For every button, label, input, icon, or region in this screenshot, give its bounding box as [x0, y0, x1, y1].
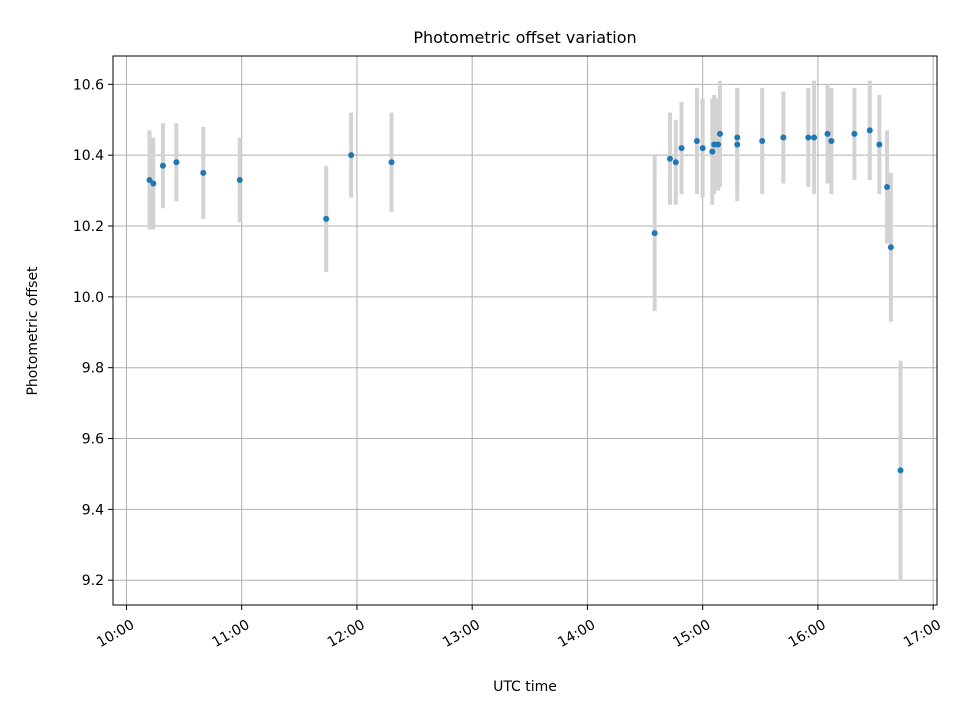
data-point — [811, 134, 818, 141]
y-axis-label: Photometric offset — [25, 266, 41, 396]
data-point — [876, 141, 883, 148]
y-axis-ticks: 9.2 9.4 9.6 9.8 10.0 10.2 10.4 10.6 — [73, 77, 113, 589]
data-point — [236, 176, 243, 183]
data-point — [173, 159, 180, 166]
data-point — [715, 141, 722, 148]
y-tick-label: 10.6 — [73, 77, 104, 93]
y-tick-label: 10.4 — [73, 148, 104, 164]
plot-frame — [112, 55, 938, 606]
data-point — [709, 148, 716, 155]
data-point — [716, 130, 723, 137]
data-point — [866, 127, 873, 134]
data-point — [693, 138, 700, 145]
data-point — [150, 180, 157, 187]
data-point — [159, 162, 166, 169]
data-point — [805, 134, 812, 141]
data-point — [200, 169, 207, 176]
y-tick-label: 10.2 — [73, 219, 104, 235]
data-points — [146, 127, 904, 474]
grid — [113, 56, 937, 605]
data-point — [828, 138, 835, 145]
data-point — [759, 138, 766, 145]
x-axis-label: UTC time — [493, 679, 557, 695]
y-tick-label: 10.0 — [73, 290, 104, 306]
data-point — [780, 134, 787, 141]
y-tick-label: 9.8 — [82, 361, 104, 377]
y-tick-label: 9.6 — [82, 432, 104, 448]
y-tick-label: 9.2 — [82, 573, 104, 589]
data-point — [734, 141, 741, 148]
data-point — [734, 134, 741, 141]
y-tick-label: 9.4 — [82, 502, 104, 518]
data-point — [651, 230, 658, 237]
data-point — [851, 130, 858, 137]
data-point — [699, 145, 706, 152]
data-point — [146, 176, 153, 183]
data-point — [887, 244, 894, 251]
data-point — [388, 159, 395, 166]
data-point — [323, 215, 330, 222]
data-point — [897, 467, 904, 474]
data-point — [667, 155, 674, 162]
data-point — [678, 145, 685, 152]
data-point — [672, 159, 679, 166]
data-point — [824, 130, 831, 137]
chart-title: Photometric offset variation — [413, 28, 636, 47]
data-point — [884, 184, 891, 191]
data-point — [348, 152, 355, 159]
